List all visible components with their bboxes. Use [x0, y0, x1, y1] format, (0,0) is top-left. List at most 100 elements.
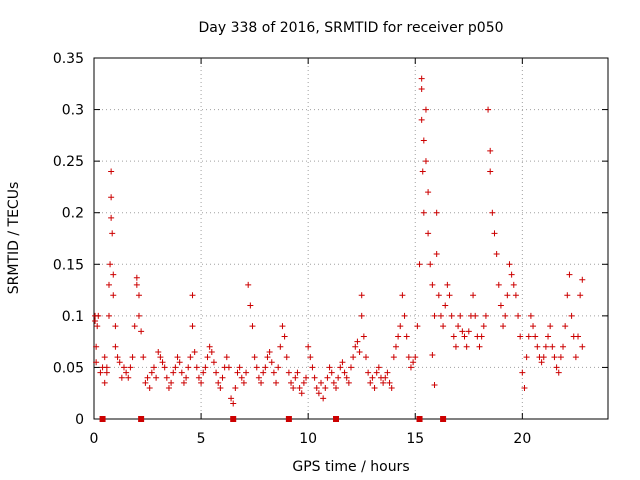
data-point — [437, 312, 444, 319]
data-point — [93, 343, 100, 350]
data-point — [419, 168, 426, 175]
data-point — [255, 374, 262, 381]
data-point — [303, 374, 310, 381]
x-tick-label: 5 — [197, 431, 206, 447]
data-point — [422, 158, 429, 165]
data-point — [204, 354, 211, 361]
data-point — [258, 379, 265, 386]
data-point — [418, 85, 425, 92]
data-point — [425, 189, 432, 196]
data-point — [97, 369, 104, 376]
data-point — [425, 230, 432, 237]
data-point — [478, 333, 485, 340]
data-point — [555, 369, 562, 376]
y-tick-label: 0 — [75, 412, 84, 428]
data-point — [407, 364, 414, 371]
data-point — [510, 281, 517, 288]
data-point — [193, 364, 200, 371]
data-point — [553, 364, 560, 371]
data-point — [110, 271, 117, 278]
data-point — [174, 354, 181, 361]
data-point — [275, 364, 282, 371]
data-point — [350, 354, 357, 361]
axis-marker — [230, 416, 237, 422]
data-point — [388, 385, 395, 392]
data-point — [452, 343, 459, 350]
data-point — [108, 168, 115, 175]
data-point — [519, 369, 526, 376]
x-tick-label: 15 — [406, 431, 424, 447]
data-point — [225, 364, 232, 371]
data-point — [292, 374, 299, 381]
data-point — [159, 359, 166, 366]
data-point — [463, 343, 470, 350]
data-point — [384, 369, 391, 376]
data-point — [358, 292, 365, 299]
data-point — [330, 379, 337, 386]
data-point — [270, 369, 277, 376]
data-point — [431, 312, 438, 319]
axis-marker — [99, 416, 106, 422]
data-point — [560, 343, 567, 350]
data-point — [397, 323, 404, 330]
data-point — [534, 343, 541, 350]
data-point — [285, 369, 292, 376]
data-point — [150, 364, 157, 371]
data-point — [307, 354, 314, 361]
data-point — [189, 323, 196, 330]
data-point — [112, 323, 119, 330]
data-point — [140, 354, 147, 361]
data-point — [105, 312, 112, 319]
data-point — [247, 302, 254, 309]
y-axis: 0 0.05 0.1 0.15 0.2 0.25 0.3 0.35 — [53, 51, 608, 428]
data-point — [215, 379, 222, 386]
data-point — [288, 379, 295, 386]
data-point — [551, 354, 558, 361]
data-point — [324, 374, 331, 381]
data-point — [309, 364, 316, 371]
data-point — [210, 359, 217, 366]
data-point — [420, 137, 427, 144]
data-point — [390, 354, 397, 361]
data-point — [107, 261, 114, 268]
data-point — [168, 379, 175, 386]
data-point — [103, 369, 110, 376]
data-point — [318, 379, 325, 386]
data-point — [433, 250, 440, 257]
data-point — [461, 333, 468, 340]
data-point — [450, 333, 457, 340]
data-point — [120, 364, 127, 371]
data-point — [491, 230, 498, 237]
axis-marker — [285, 416, 292, 422]
data-point — [572, 354, 579, 361]
data-point — [135, 312, 142, 319]
data-point — [369, 374, 376, 381]
data-point — [523, 354, 530, 361]
data-point — [502, 312, 509, 319]
data-point — [326, 364, 333, 371]
data-point — [198, 379, 205, 386]
y-tick-label: 0.2 — [62, 206, 84, 222]
data-point — [476, 343, 483, 350]
data-point — [337, 364, 344, 371]
data-point — [356, 348, 363, 355]
data-point — [401, 312, 408, 319]
data-point — [283, 354, 290, 361]
data-point — [313, 385, 320, 392]
data-point — [281, 333, 288, 340]
data-point — [521, 385, 528, 392]
data-point — [320, 395, 327, 402]
data-point — [264, 354, 271, 361]
data-point — [487, 147, 494, 154]
data-point — [217, 385, 224, 392]
data-point — [341, 369, 348, 376]
data-point — [165, 385, 172, 392]
x-tick-label: 10 — [299, 431, 317, 447]
data-point — [238, 374, 245, 381]
data-point — [457, 312, 464, 319]
data-point — [170, 369, 177, 376]
y-tick-label: 0.1 — [62, 309, 84, 325]
data-point — [435, 292, 442, 299]
data-point — [110, 292, 117, 299]
